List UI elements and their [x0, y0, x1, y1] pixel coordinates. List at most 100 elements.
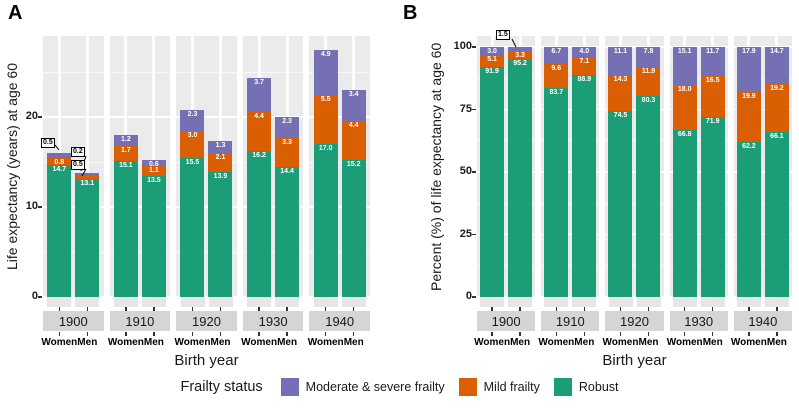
segment-moderate-severe-frailty: 0.6: [141, 160, 166, 168]
segment-robust: 95.2: [508, 59, 533, 297]
segment-value-label: 16.5: [705, 77, 720, 84]
segment-mild-frailty: 9.6: [544, 63, 569, 88]
segment-value-label: 4.4: [348, 121, 359, 129]
axis-label-women: Women: [174, 337, 211, 348]
segment-moderate-severe-frailty: 4.9: [313, 50, 338, 95]
gridline-vertical: [85, 36, 89, 297]
segment-value-label: 1.7: [121, 146, 131, 154]
segment-value-label: 19.2: [770, 84, 784, 92]
axis-label-men: Men: [766, 337, 787, 348]
segment-robust: 66.1: [764, 131, 789, 297]
gridline-minor: [733, 140, 792, 142]
facet-strip-1910: 1910: [109, 311, 171, 331]
y-tick-label: 10: [25, 200, 38, 212]
axis-tick: [86, 332, 89, 336]
axis-tick: [519, 332, 521, 336]
axis-band: [572, 297, 597, 307]
bar-1930-men: 14.4 3.3 2.3: [275, 117, 300, 297]
facet-1940: 17.0 5.5 4.9 15.2 4.4 3.4: [309, 36, 370, 297]
segment-robust: 15.5: [180, 157, 205, 297]
segment-value-label: 62.2: [742, 142, 756, 150]
segment-robust: 66.8: [672, 130, 697, 297]
segment-robust: 15.1: [113, 161, 138, 297]
segment-moderate-severe-frailty: 2.3: [180, 109, 205, 131]
axis-tick: [286, 307, 288, 311]
legend-swatch-icon: [280, 378, 299, 396]
gridline-major: [541, 233, 600, 236]
gridline-minor: [541, 77, 600, 79]
gridline-major: [43, 296, 104, 297]
segment-robust: 88.9: [572, 74, 597, 297]
segment-mild-frailty: 18.0: [672, 85, 697, 130]
segment-moderate-severe-frailty: [47, 153, 72, 158]
segment-moderate-severe-frailty: 2.3: [275, 117, 300, 138]
gridline-minor: [541, 265, 600, 267]
segment-value-label: 14.7: [770, 48, 784, 55]
legend-item-robust: Robust: [553, 378, 619, 396]
axis-band: [480, 297, 505, 307]
axis-tick: [324, 307, 327, 311]
segment-value-label: 3.0: [487, 48, 497, 55]
segment-moderate-severe-frailty: 15.1: [672, 47, 697, 85]
bar-1900-women: 14.7 0.8: [47, 153, 72, 297]
facet-1930: 66.8 18.0 15.1 71.9 16.5 11.7: [669, 36, 728, 297]
gridline-major: [605, 233, 664, 236]
gridline-minor: [669, 140, 728, 142]
segment-value-label: 3.0: [187, 131, 198, 139]
segment-value-label: 17.9: [742, 48, 756, 55]
axis-band: [113, 297, 138, 307]
gridline-major: [176, 116, 237, 118]
segment-value-label: 11.1: [613, 48, 628, 56]
legend-title: Frailty status: [180, 379, 263, 395]
axis-label-men: Men: [143, 337, 164, 348]
segment-value-label: 7.1: [579, 58, 590, 65]
gridline-major: [309, 296, 370, 297]
bar-1900-women: 91.9 5.1 3.0: [480, 47, 505, 297]
y-tick-mark: [472, 296, 476, 298]
axis-label-women: Women: [602, 337, 639, 348]
bar-1920-women: 15.5 3.0 2.3: [180, 109, 205, 297]
gridline-major: [109, 296, 171, 297]
segment-value-label: 15.1: [677, 48, 692, 56]
gridline-major: [309, 116, 370, 118]
axis-label-men: Men: [77, 337, 98, 348]
axis-band: [672, 297, 697, 307]
axis-tick: [491, 332, 493, 336]
axis-tick: [776, 307, 778, 311]
axis-tick: [219, 307, 222, 311]
axis-label-women: Women: [307, 337, 344, 348]
gridline-major: [477, 171, 536, 173]
gridline-minor: [733, 202, 792, 204]
gridline-major: [733, 296, 792, 297]
bar-1910-women: 83.7 9.6 6.7: [544, 47, 569, 297]
gridline-major: [605, 108, 664, 111]
y-tick-mark: [472, 108, 476, 110]
axis-band: [636, 297, 661, 307]
gridline-major: [477, 46, 536, 48]
segment-value-label: 5.1: [487, 55, 497, 63]
gridline-minor: [242, 251, 304, 253]
gridline-major: [669, 233, 728, 236]
gridline-minor: [176, 161, 237, 163]
segment-value-label: 3.3: [282, 138, 292, 146]
segment-mild-frailty: 3.3: [275, 137, 300, 168]
gridline-major: [242, 206, 304, 208]
gridline-major: [733, 171, 792, 173]
gridline-major: [733, 233, 792, 236]
axis-band: [608, 297, 633, 307]
gridline-minor: [309, 251, 370, 253]
gridline-minor: [669, 265, 728, 267]
gridline-major: [109, 116, 171, 118]
segment-moderate-severe-frailty: 17.9: [736, 47, 761, 92]
y-tick-label: 20: [25, 110, 38, 122]
axis-tick: [583, 307, 586, 311]
bar-1940-women: 17.0 5.5 4.9: [313, 50, 338, 297]
segment-mild-frailty: 2.1: [208, 153, 233, 172]
segment-value-label: 2.1: [215, 154, 226, 162]
axis-tick: [748, 332, 750, 336]
segment-mild-frailty: 1.1: [141, 165, 166, 176]
gridline-minor: [109, 71, 171, 73]
segment-value-label: 5.5: [320, 95, 331, 103]
gridline-major: [669, 46, 728, 48]
segment-mild-frailty: 1.7: [113, 145, 138, 162]
